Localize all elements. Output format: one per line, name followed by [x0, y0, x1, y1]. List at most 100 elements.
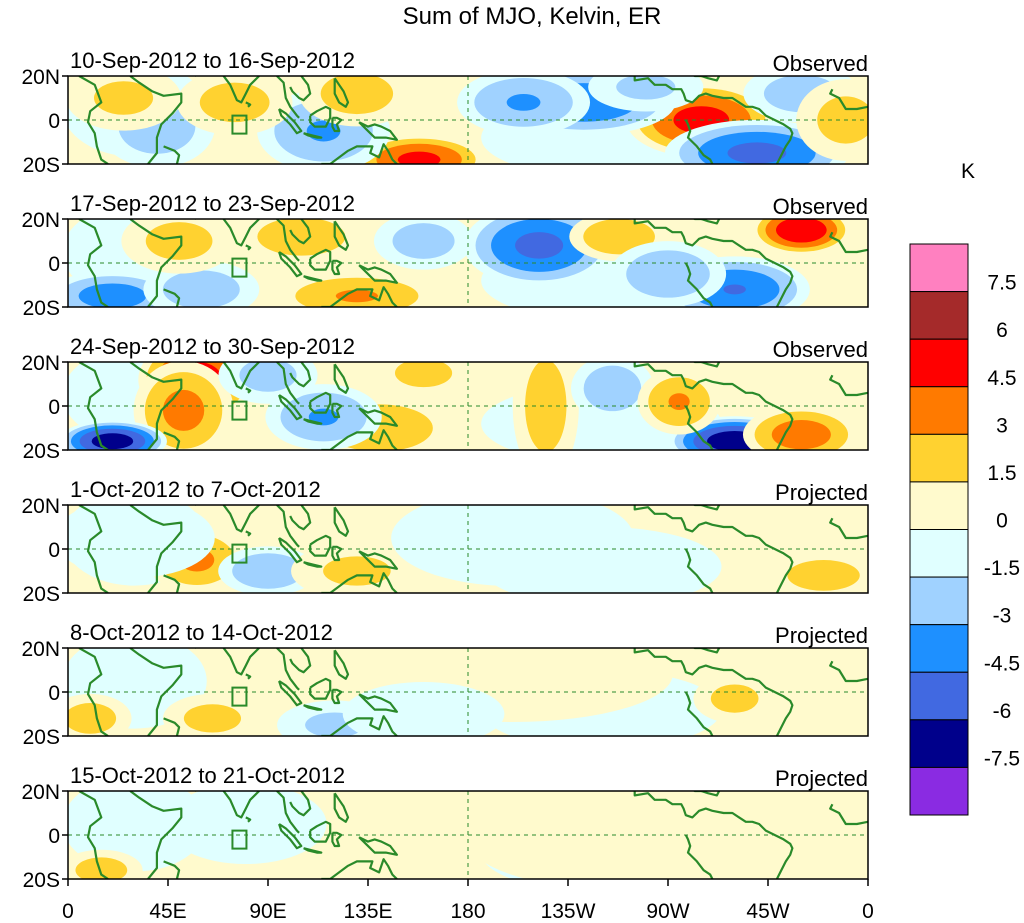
anomaly-contour — [776, 219, 827, 243]
coastline — [276, 505, 300, 548]
anomaly-contour — [78, 283, 147, 307]
colorbar-unit: K — [961, 160, 975, 183]
colorbar-swatch — [909, 576, 969, 626]
colorbar-level-label: -3 — [993, 605, 1012, 628]
lat-tick-label: 0 — [48, 682, 60, 705]
coastline — [276, 791, 300, 834]
anomaly-contour — [710, 684, 759, 713]
colorbar-level-label: 0 — [996, 510, 1008, 533]
colorbar-level-label: -6 — [993, 700, 1012, 723]
coastline — [78, 791, 109, 879]
colorbar-swatch — [909, 624, 969, 673]
coastline — [333, 363, 350, 394]
coastlines — [78, 505, 868, 593]
coastline — [321, 429, 398, 450]
panel-status-label: Projected — [775, 623, 868, 648]
coastline — [303, 132, 323, 139]
anomaly-contour — [232, 553, 304, 589]
coastline — [829, 374, 868, 397]
coastline — [829, 231, 868, 254]
coastline — [289, 505, 312, 531]
anomaly-contour — [75, 857, 128, 879]
coastline — [321, 858, 398, 879]
colorbar-swatch — [909, 481, 969, 530]
coastline — [245, 530, 252, 537]
anomaly-contour — [164, 791, 327, 865]
lat-tick-label: 20N — [21, 638, 60, 661]
lat-tick-label: 20S — [23, 440, 60, 463]
coastline — [278, 680, 303, 707]
lon-tick-label: 45E — [149, 900, 186, 923]
lat-tick-label: 0 — [48, 539, 60, 562]
coastline — [276, 76, 300, 119]
coastline — [289, 219, 312, 245]
anomaly-contour — [68, 703, 117, 734]
panel-6: 20N 0 20S 15-Oct-2012 to 21-Oct-2012 Project… — [21, 763, 869, 892]
coastline — [684, 119, 714, 164]
anomaly-contour — [525, 362, 567, 450]
coastline — [276, 219, 300, 262]
coastline — [684, 834, 714, 879]
coastline — [331, 831, 343, 848]
lon-tick-label: 135E — [343, 900, 392, 923]
region-box — [231, 543, 248, 564]
coastline — [245, 101, 252, 108]
anomaly-contour — [257, 219, 346, 256]
coastline — [333, 77, 350, 108]
coastline — [303, 561, 323, 568]
coastline — [633, 219, 794, 307]
lat-tick-label: 20S — [23, 869, 60, 892]
coastline — [331, 688, 343, 705]
lat-tick-label: 0 — [48, 110, 60, 133]
lat-tick-label: 20N — [21, 495, 60, 518]
colorbar-swatch — [909, 291, 969, 340]
coastline — [331, 116, 343, 133]
coastline — [129, 362, 183, 450]
region-box — [231, 686, 248, 707]
panel-date-label: 8-Oct-2012 to 14-Oct-2012 — [70, 620, 333, 645]
coastline — [163, 717, 181, 736]
coastline — [129, 791, 183, 879]
anomaly-contour — [199, 82, 270, 123]
panel-date-label: 1-Oct-2012 to 7-Oct-2012 — [70, 477, 321, 502]
coastline — [700, 648, 721, 654]
coastline — [78, 219, 109, 307]
lon-tick-label: 45W — [746, 900, 789, 923]
coastline — [331, 402, 343, 419]
anomaly-contour — [397, 151, 441, 164]
colorbar-swatch — [909, 433, 969, 483]
coastline — [309, 391, 332, 414]
panel-status-label: Projected — [775, 480, 868, 505]
coastline — [194, 791, 260, 819]
anomaly-contour — [787, 560, 860, 591]
map-panels: 20N 0 20S 10-Sep-2012 to 16-Sep-2012 Observe… — [21, 48, 869, 892]
panel-status-label: Projected — [775, 766, 868, 791]
colorbar-swatch — [909, 338, 969, 388]
anomaly-contour — [771, 419, 831, 450]
anomaly-contour — [68, 505, 215, 578]
coastline — [321, 286, 398, 307]
lat-tick-label: 0 — [48, 253, 60, 276]
anomaly-field — [68, 76, 868, 164]
panel-date-label: 15-Oct-2012 to 21-Oct-2012 — [70, 763, 345, 788]
colorbar-swatch — [909, 529, 969, 578]
anomaly-contour — [583, 365, 642, 412]
coastline — [163, 860, 181, 879]
coastlines — [78, 362, 868, 450]
coastline — [245, 673, 252, 680]
coastline — [684, 548, 714, 593]
colorbar-swatch — [909, 719, 969, 768]
coastline — [129, 76, 183, 164]
colorbar-level-label: 1.5 — [987, 462, 1016, 485]
coastline — [278, 394, 303, 421]
anomaly-contour — [320, 76, 394, 115]
coastline — [358, 407, 398, 427]
coastline — [684, 405, 714, 450]
anomaly-contour — [723, 284, 746, 295]
anomaly-contour — [183, 704, 242, 733]
colorbar-swatch — [909, 671, 969, 721]
coastline — [633, 76, 794, 164]
coastlines — [78, 76, 868, 164]
coastline — [163, 145, 181, 164]
region-box — [231, 829, 248, 850]
